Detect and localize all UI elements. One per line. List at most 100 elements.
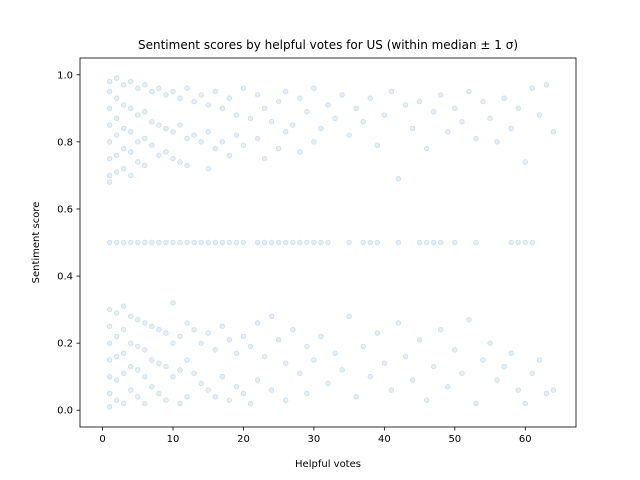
data-point bbox=[536, 357, 543, 363]
neutral-point bbox=[135, 239, 141, 246]
data-point bbox=[402, 102, 409, 108]
data-point bbox=[438, 92, 444, 98]
data-point bbox=[297, 370, 303, 377]
y-axis-ticks: 0.0 0.2 0.4 0.6 0.8 1.0 bbox=[57, 70, 80, 417]
data-point bbox=[480, 357, 486, 363]
data-point bbox=[191, 370, 197, 377]
data-point bbox=[367, 373, 373, 380]
data-point bbox=[142, 320, 148, 326]
data-point bbox=[177, 333, 183, 340]
y-axis-label: Sentiment score bbox=[31, 202, 42, 284]
data-point bbox=[163, 363, 169, 370]
x-tick-label: 20 bbox=[237, 434, 250, 445]
data-point bbox=[529, 85, 536, 91]
data-point bbox=[142, 347, 148, 353]
data-point bbox=[177, 367, 183, 373]
neutral-point bbox=[452, 239, 458, 246]
data-point bbox=[550, 129, 557, 135]
data-point bbox=[142, 82, 148, 88]
data-point bbox=[170, 129, 176, 135]
data-point bbox=[156, 85, 162, 91]
data-point bbox=[325, 380, 331, 387]
data-point bbox=[113, 115, 120, 122]
data-point bbox=[135, 394, 141, 400]
data-point bbox=[120, 82, 127, 88]
scatter-points bbox=[106, 75, 557, 410]
data-point bbox=[135, 367, 141, 373]
neutral-point bbox=[142, 239, 148, 246]
neutral-point bbox=[522, 239, 528, 246]
data-point bbox=[120, 166, 127, 172]
data-point bbox=[219, 323, 226, 330]
data-point bbox=[149, 142, 155, 148]
data-point bbox=[543, 390, 550, 397]
neutral-point bbox=[177, 239, 183, 246]
data-point bbox=[501, 95, 507, 101]
data-point bbox=[170, 373, 176, 380]
data-point bbox=[142, 108, 148, 115]
neutral-point bbox=[113, 239, 120, 246]
data-point bbox=[346, 313, 352, 319]
chart-title: Sentiment scores by helpful votes for US… bbox=[138, 38, 518, 52]
neutral-point bbox=[226, 239, 233, 246]
neutral-point bbox=[318, 239, 324, 246]
data-point bbox=[106, 139, 113, 145]
data-point bbox=[332, 115, 338, 122]
data-point bbox=[247, 343, 254, 350]
data-point bbox=[120, 370, 127, 377]
data-point bbox=[156, 390, 162, 397]
data-point bbox=[191, 98, 197, 105]
neutral-point bbox=[205, 239, 211, 246]
data-point bbox=[106, 88, 113, 95]
data-point bbox=[402, 353, 409, 360]
neutral-point bbox=[275, 239, 282, 246]
data-point bbox=[156, 360, 162, 366]
data-point bbox=[149, 323, 155, 330]
data-point bbox=[135, 159, 141, 165]
data-point bbox=[268, 313, 275, 319]
data-point bbox=[177, 159, 183, 165]
data-point bbox=[128, 387, 134, 393]
data-point bbox=[452, 347, 458, 353]
neutral-point bbox=[219, 239, 226, 246]
data-point bbox=[170, 155, 176, 162]
data-point bbox=[311, 357, 317, 363]
data-point bbox=[149, 357, 155, 363]
neutral-point bbox=[311, 239, 317, 246]
data-point bbox=[367, 95, 373, 101]
data-point bbox=[430, 363, 437, 370]
data-point bbox=[113, 75, 120, 81]
data-point bbox=[184, 135, 190, 142]
data-point bbox=[106, 122, 113, 128]
neutral-point bbox=[325, 239, 331, 246]
neutral-point bbox=[156, 239, 162, 246]
y-tick-label: 0.6 bbox=[57, 204, 73, 215]
data-point bbox=[135, 112, 141, 118]
y-tick-label: 0.0 bbox=[57, 406, 73, 417]
neutral-point bbox=[290, 239, 296, 246]
x-tick-label: 50 bbox=[448, 434, 461, 445]
data-point bbox=[128, 363, 134, 370]
data-point bbox=[177, 95, 183, 101]
data-point bbox=[508, 350, 514, 356]
data-point bbox=[212, 347, 218, 353]
data-point bbox=[508, 125, 514, 132]
data-point bbox=[106, 155, 113, 162]
data-point bbox=[135, 343, 141, 350]
data-point bbox=[106, 105, 113, 112]
data-point bbox=[395, 176, 402, 182]
neutral-point bbox=[149, 239, 155, 246]
data-point bbox=[163, 330, 169, 336]
neutral-point bbox=[360, 239, 366, 246]
data-point bbox=[311, 85, 317, 91]
data-point bbox=[501, 363, 507, 370]
data-point bbox=[283, 397, 289, 403]
data-point bbox=[106, 340, 113, 346]
data-point bbox=[346, 132, 352, 138]
data-point bbox=[106, 390, 113, 397]
data-point bbox=[205, 102, 211, 108]
data-point bbox=[381, 112, 388, 118]
data-point bbox=[163, 125, 169, 132]
neutral-point bbox=[261, 239, 268, 246]
